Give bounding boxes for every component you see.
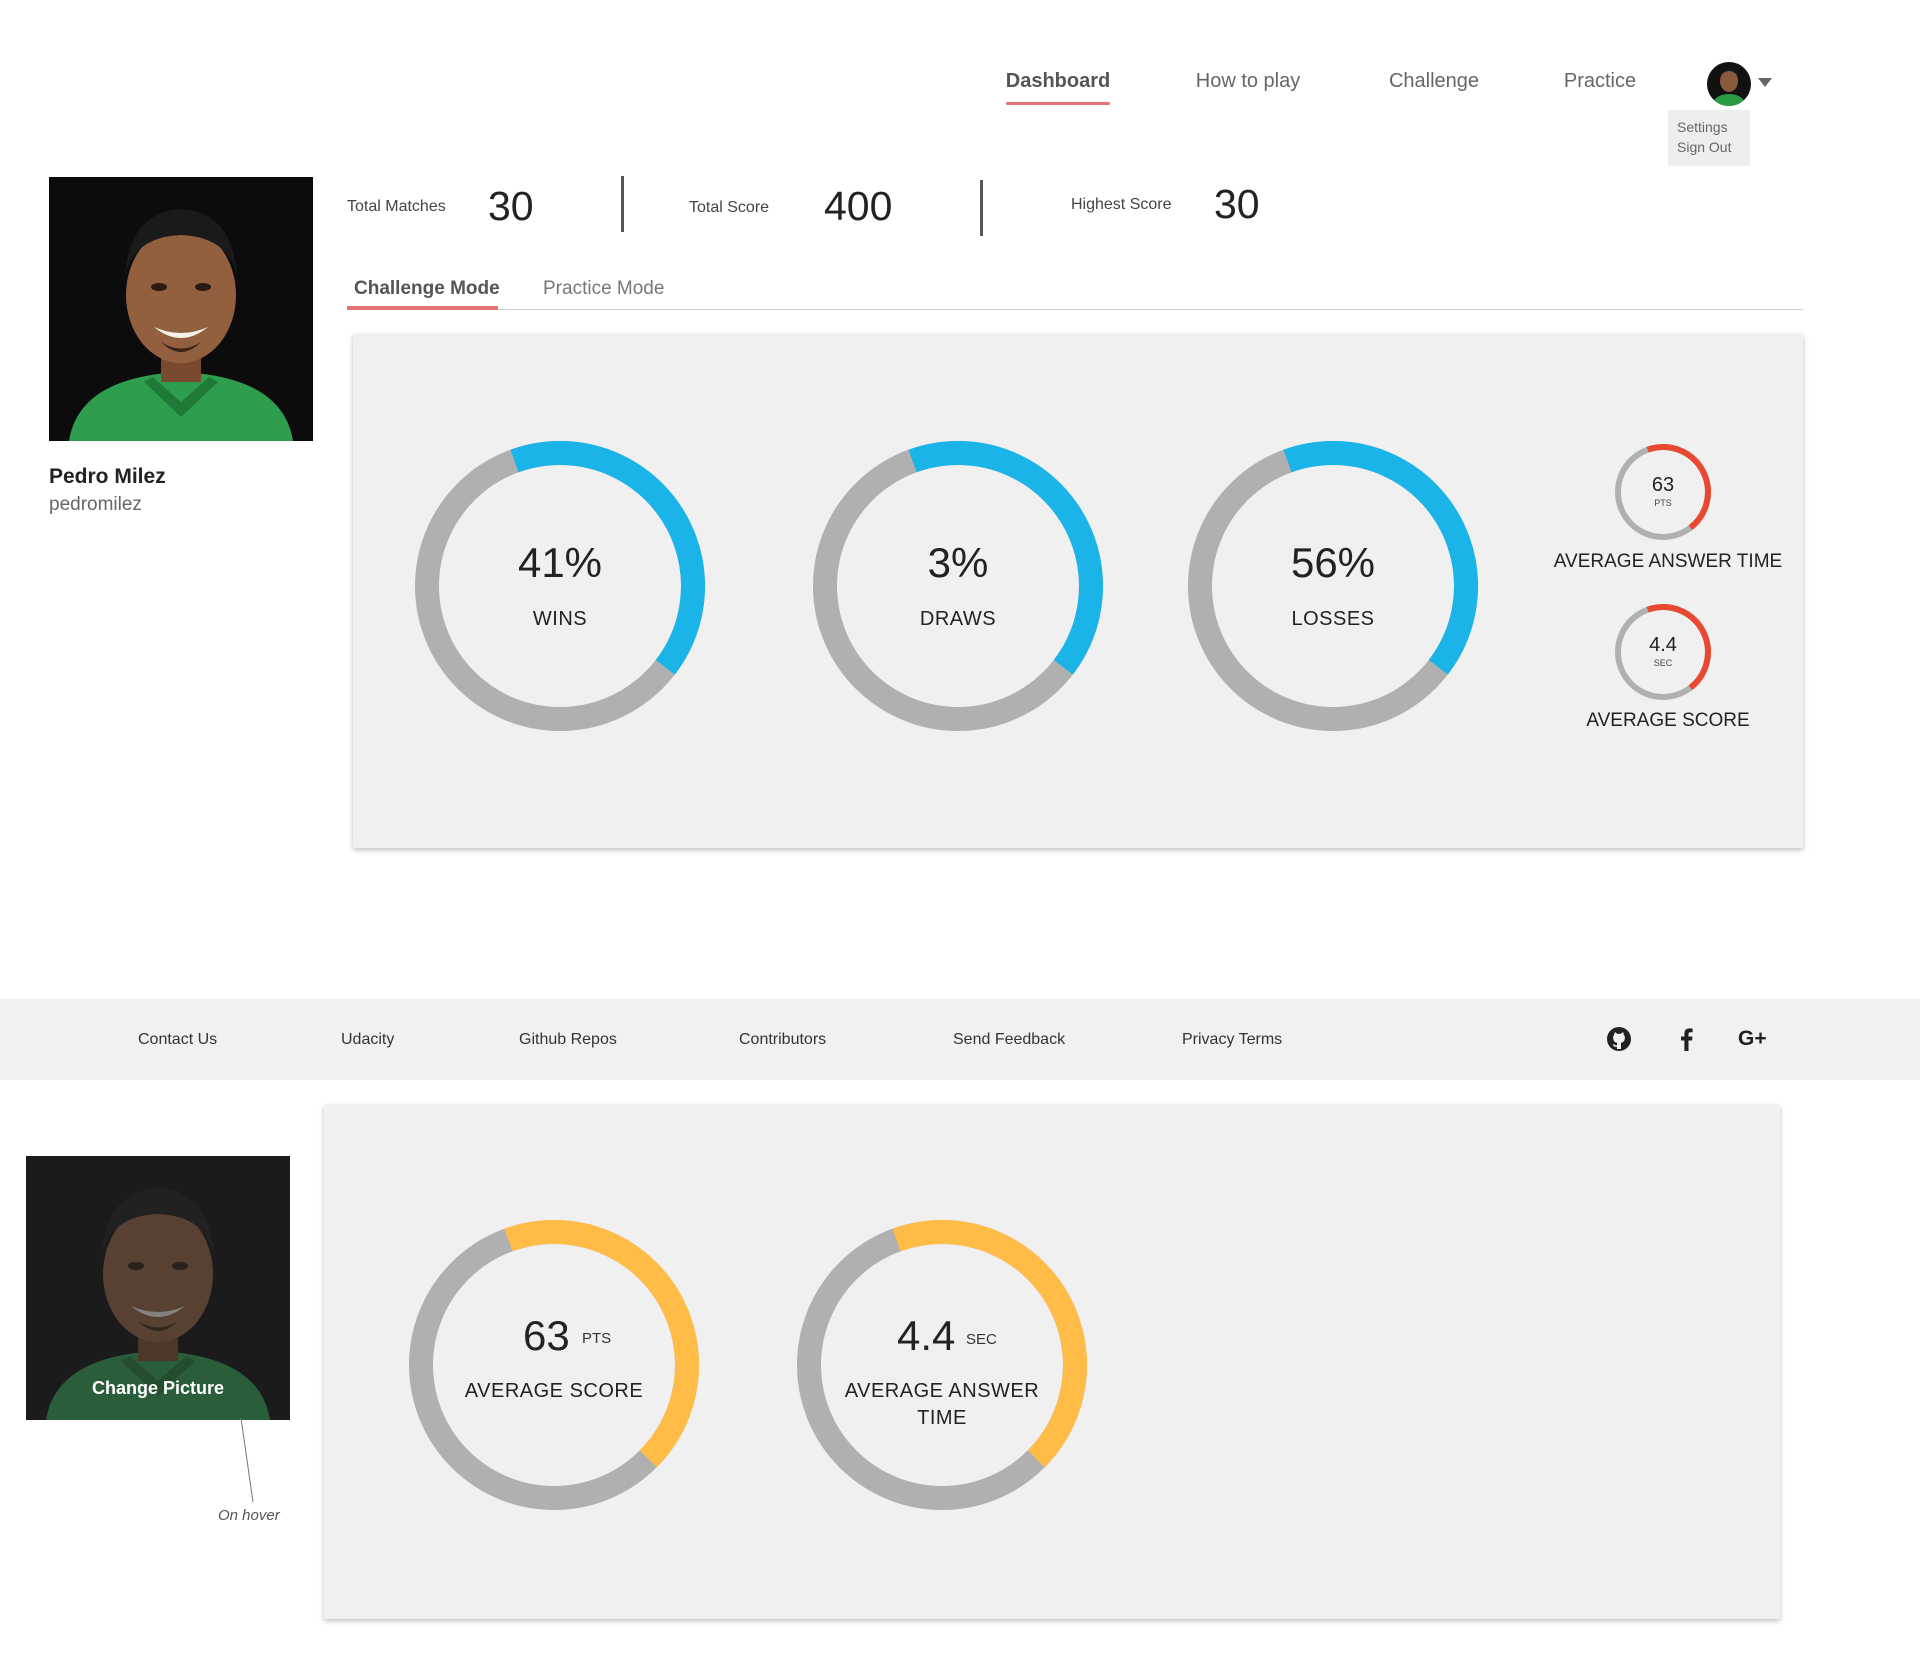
footer-link-privacy-terms[interactable]: Privacy Terms bbox=[1182, 1031, 1283, 1048]
practice-avg-score-donut: 63 PTS AVERAGE SCORE bbox=[409, 1220, 699, 1510]
draws-donut: 3% DRAWS bbox=[813, 441, 1103, 731]
practice-avg-score-unit: PTS bbox=[582, 1330, 612, 1347]
on-hover-annotation: On hover bbox=[218, 1507, 280, 1524]
nav-how-to-play[interactable]: How to play bbox=[1195, 70, 1301, 92]
profile-photo-hover[interactable]: Change Picture bbox=[26, 1156, 290, 1420]
draws-label: DRAWS bbox=[919, 608, 997, 630]
user-dropdown-menu: Settings Sign Out bbox=[1668, 110, 1750, 166]
total-matches-value: 30 bbox=[488, 183, 534, 229]
practice-mode-panel bbox=[324, 1105, 1780, 1619]
hover-overlay bbox=[26, 1156, 290, 1420]
wins-label: WINS bbox=[532, 608, 588, 630]
nav-challenge[interactable]: Challenge bbox=[1388, 70, 1480, 92]
ring-progress-arc bbox=[1615, 604, 1711, 700]
footer-link-send-feedback[interactable]: Send Feedback bbox=[953, 1031, 1066, 1048]
highest-score-label: Highest Score bbox=[1071, 196, 1172, 213]
nav-practice[interactable]: Practice bbox=[1563, 70, 1637, 92]
practice-avg-answer-time-label: AVERAGE ANSWER TIME bbox=[797, 1378, 1087, 1432]
avg-score-ring: 4.4 SEC bbox=[1613, 602, 1713, 702]
footer-link-udacity[interactable]: Udacity bbox=[341, 1031, 395, 1048]
profile-name: Pedro Milez bbox=[49, 465, 166, 488]
stat-divider bbox=[980, 180, 983, 236]
annotation-line bbox=[240, 1418, 254, 1503]
avg-answer-time-unit: PTS bbox=[1654, 498, 1672, 508]
profile-photo bbox=[49, 177, 313, 441]
avg-answer-time-value: 63 bbox=[1651, 474, 1675, 496]
practice-avg-answer-time-unit: SEC bbox=[966, 1331, 997, 1348]
label-line-1: AVERAGE ANSWER bbox=[844, 1380, 1040, 1402]
ring-progress-arc bbox=[409, 1220, 699, 1510]
user-avatar[interactable] bbox=[1707, 62, 1751, 106]
ring-progress-arc bbox=[1615, 444, 1711, 540]
wins-donut: 41% WINS bbox=[415, 441, 705, 731]
losses-donut: 56% LOSSES bbox=[1188, 441, 1478, 731]
tab-divider bbox=[347, 309, 1803, 310]
total-score-value: 400 bbox=[824, 183, 893, 229]
label-line-2: TIME bbox=[917, 1407, 967, 1429]
tab-active-underline bbox=[347, 306, 498, 310]
avg-score-label: AVERAGE SCORE bbox=[1586, 710, 1750, 731]
practice-avg-score-label: AVERAGE SCORE bbox=[464, 1380, 644, 1402]
menu-item-settings[interactable]: Settings bbox=[1677, 119, 1728, 135]
total-score-label: Total Score bbox=[689, 199, 770, 216]
draws-percent: 3% bbox=[927, 539, 989, 586]
footer: Contact Us Udacity Github Repos Contribu… bbox=[0, 999, 1920, 1080]
footer-link-github-repos[interactable]: Github Repos bbox=[519, 1031, 617, 1048]
nav-active-underline bbox=[1006, 102, 1110, 105]
nav-dashboard[interactable]: Dashboard bbox=[1005, 70, 1111, 92]
avg-score-value: 4.4 bbox=[1649, 634, 1677, 656]
tab-challenge-mode[interactable]: Challenge Mode bbox=[354, 278, 500, 299]
practice-avg-answer-time-value: 4.4 bbox=[897, 1312, 956, 1359]
google-plus-icon[interactable]: G+ bbox=[1738, 1027, 1767, 1050]
profile-username: pedromilez bbox=[49, 494, 142, 515]
github-icon[interactable] bbox=[1606, 1026, 1632, 1052]
avg-answer-time-label: AVERAGE ANSWER TIME bbox=[1553, 551, 1783, 572]
change-picture-label[interactable]: Change Picture bbox=[91, 1378, 225, 1398]
highest-score-value: 30 bbox=[1214, 181, 1260, 227]
avg-score-unit: SEC bbox=[1653, 658, 1673, 668]
footer-link-contact-us[interactable]: Contact Us bbox=[138, 1031, 218, 1048]
total-matches-label: Total Matches bbox=[347, 198, 446, 215]
ring-progress-arc bbox=[1188, 441, 1478, 731]
facebook-icon[interactable] bbox=[1674, 1026, 1700, 1052]
chevron-down-icon[interactable] bbox=[1758, 78, 1772, 87]
challenge-mode-panel bbox=[353, 334, 1803, 848]
losses-label: LOSSES bbox=[1291, 608, 1375, 630]
avg-answer-time-ring: 63 PTS bbox=[1613, 442, 1713, 542]
footer-link-contributors[interactable]: Contributors bbox=[739, 1031, 827, 1048]
practice-avg-score-value: 63 bbox=[523, 1312, 570, 1359]
losses-percent: 56% bbox=[1290, 539, 1376, 586]
tab-practice-mode[interactable]: Practice Mode bbox=[543, 278, 665, 299]
menu-item-sign-out[interactable]: Sign Out bbox=[1677, 139, 1732, 155]
practice-avg-answer-time-donut: 4.4 SEC AVERAGE ANSWER TIME bbox=[797, 1220, 1087, 1510]
wins-percent: 41% bbox=[517, 539, 603, 586]
stat-divider bbox=[621, 176, 624, 232]
